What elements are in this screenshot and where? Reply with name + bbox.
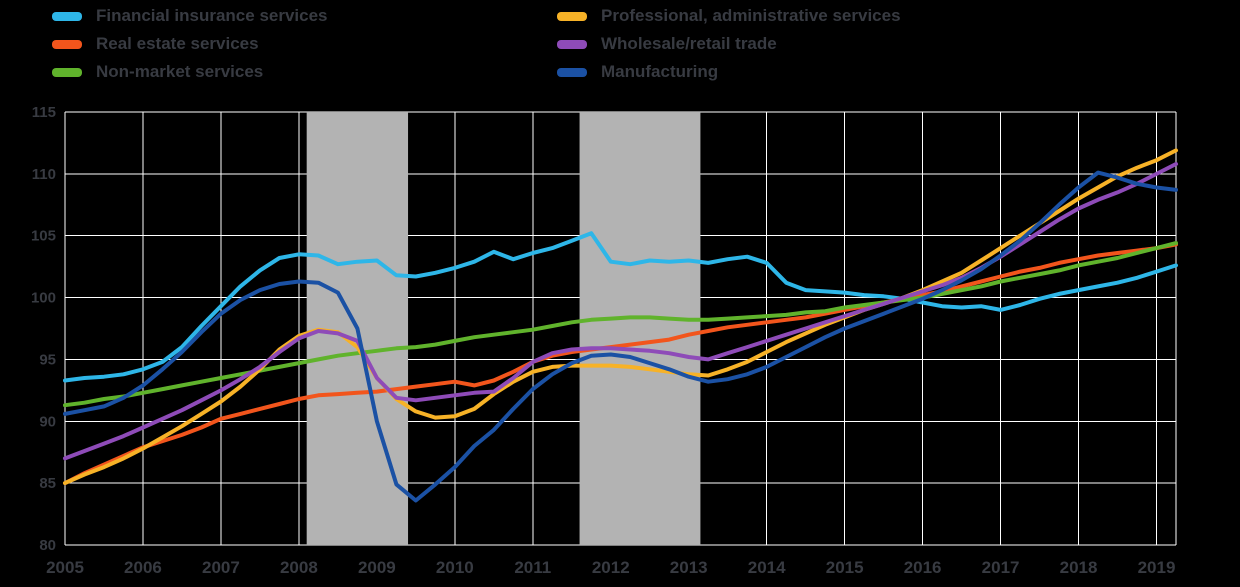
legend-label: Real estate services	[96, 34, 259, 53]
legend-swatch-manufacturing	[557, 67, 587, 77]
series-line-financial-insurance-services	[63, 231, 1178, 383]
y-axis-tick-label: 90	[39, 413, 56, 430]
legend-item-non-market-services: Non-market services	[52, 62, 557, 82]
legend-swatch-real-estate-services	[52, 39, 82, 49]
legend-item-wholesale-retail-trade: Wholesale/retail trade	[557, 34, 901, 54]
x-axis-tick-label: 2008	[280, 558, 318, 577]
x-axis-tick-label: 2019	[1138, 558, 1176, 577]
x-axis-tick-label: 2009	[358, 558, 396, 577]
legend-label: Professional, administrative services	[601, 6, 901, 25]
chart-legend: Financial insurance services Real estate…	[52, 2, 901, 86]
legend-item-real-estate-services: Real estate services	[52, 34, 557, 54]
series-line-real-estate-services	[63, 242, 1178, 486]
legend-swatch-professional-administrative-services	[557, 11, 587, 21]
x-axis-tick-label: 2006	[124, 558, 162, 577]
legend-item-professional-administrative-services: Professional, administrative services	[557, 6, 901, 26]
x-axis-tick-label: 2014	[748, 558, 786, 577]
y-axis-tick-label: 115	[32, 104, 56, 121]
legend-item-manufacturing: Manufacturing	[557, 62, 901, 82]
x-axis-tick-label: 2005	[46, 558, 84, 577]
x-axis-tick-label: 2011	[514, 558, 551, 577]
legend-swatch-financial-insurance-services	[52, 11, 82, 21]
x-axis-tick-label: 2013	[670, 558, 708, 577]
x-axis-tick-label: 2010	[436, 558, 474, 577]
series-line-manufacturing	[63, 170, 1178, 503]
legend-label: Wholesale/retail trade	[601, 34, 777, 53]
x-axis-tick-label: 2016	[904, 558, 942, 577]
y-axis-tick-label: 80	[39, 537, 56, 554]
y-axis-tick-label: 95	[39, 351, 56, 368]
x-axis-tick-label: 2012	[592, 558, 630, 577]
legend-swatch-non-market-services	[52, 67, 82, 77]
y-axis-tick-label: 105	[31, 228, 56, 245]
recession-band	[579, 112, 701, 545]
y-axis-tick-label: 100	[31, 290, 56, 307]
legend-label: Financial insurance services	[96, 6, 328, 25]
legend-label: Non-market services	[96, 62, 264, 81]
x-axis-tick-label: 2015	[826, 558, 864, 577]
y-axis-tick-label: 85	[39, 475, 56, 492]
series-line-professional-administrative-services	[63, 148, 1178, 486]
y-axis-tick-label: 110	[32, 166, 56, 183]
x-axis-tick-label: 2007	[202, 558, 240, 577]
legend-item-financial-insurance-services: Financial insurance services	[52, 6, 557, 26]
legend-label: Manufacturing	[601, 62, 719, 81]
x-axis-tick-label: 2017	[982, 558, 1020, 577]
x-axis-tick-label: 2018	[1060, 558, 1098, 577]
legend-swatch-wholesale-retail-trade	[557, 39, 587, 49]
